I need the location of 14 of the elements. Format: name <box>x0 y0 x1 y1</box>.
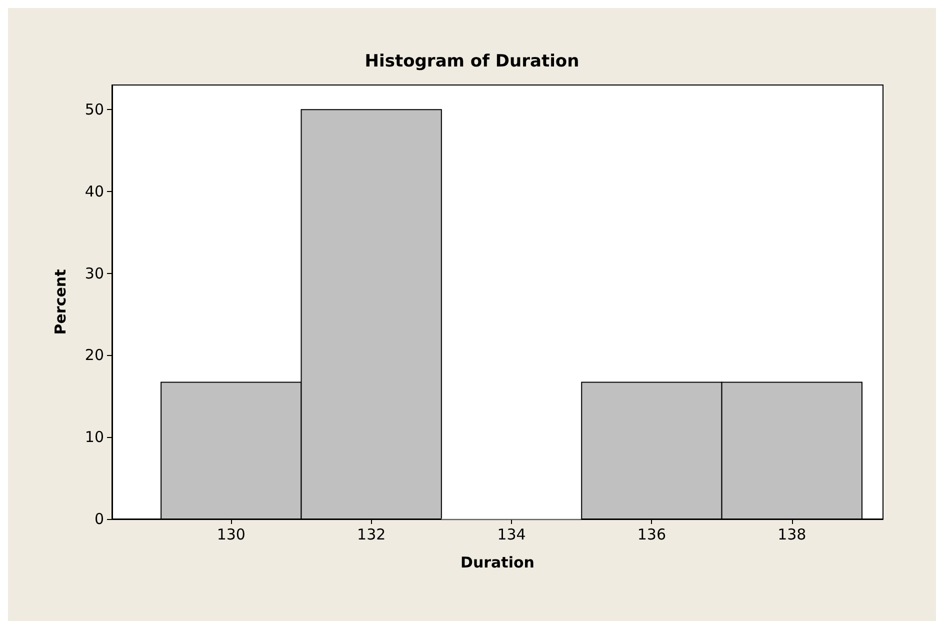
x-tick-label: 136 <box>637 526 666 544</box>
x-tick-label: 138 <box>778 526 806 544</box>
y-tick-label: 10 <box>84 428 104 446</box>
y-axis-title: Percent <box>52 269 70 335</box>
y-tick-label: 30 <box>84 264 104 282</box>
x-tick-label: 134 <box>497 526 526 544</box>
x-tick-label: 132 <box>357 526 386 544</box>
chart-title: Histogram of Duration <box>364 52 580 72</box>
x-axis-title: Duration <box>460 554 534 572</box>
y-tick-label: 50 <box>84 100 104 119</box>
y-tick-label: 20 <box>84 346 104 364</box>
y-tick-label: 40 <box>84 182 104 200</box>
y-tick-label: 0 <box>94 510 104 528</box>
x-tick-label: 130 <box>216 526 246 544</box>
